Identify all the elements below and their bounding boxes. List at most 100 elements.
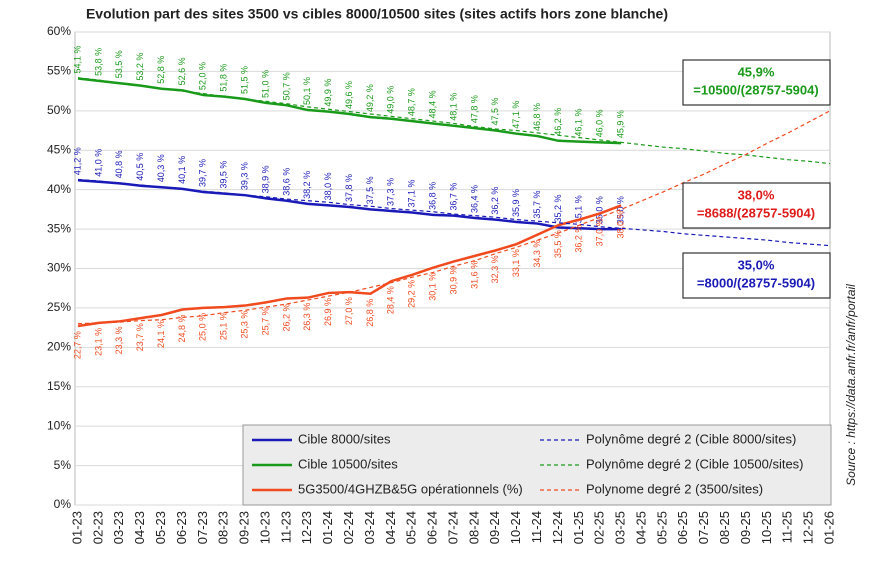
- x-tick-label: 05-23: [153, 511, 168, 544]
- y-tick-label: 25%: [47, 300, 71, 314]
- legend-label: Cible 10500/sites: [298, 456, 398, 471]
- legend-label: Polynôme degré 2 (Cible 10500/sites): [586, 456, 804, 471]
- x-tick-label: 10-24: [508, 511, 523, 544]
- y-tick-label: 15%: [47, 379, 71, 393]
- data-label: 22,7 %: [72, 331, 82, 359]
- data-label: 24,8 %: [177, 314, 187, 342]
- legend-label: 5G3500/4GHZB&5G opérationnels (%): [298, 481, 523, 496]
- data-label: 36,2 %: [490, 187, 500, 215]
- annotation-text: =8000/(28757-5904): [697, 275, 815, 290]
- legend-box: [242, 424, 832, 506]
- x-tick-label: 10-25: [759, 511, 774, 544]
- data-label: 23,3 %: [114, 326, 124, 354]
- data-label: 40,1 %: [177, 156, 187, 184]
- y-tick-label: 60%: [47, 24, 71, 38]
- data-label: 48,7 %: [407, 88, 417, 116]
- y-tick-label: 5%: [54, 458, 72, 472]
- x-tick-label: 04-23: [132, 511, 147, 544]
- data-label: 51,8 %: [219, 64, 229, 92]
- y-tick-label: 35%: [47, 221, 71, 235]
- data-label: 35,5 %: [553, 230, 563, 258]
- trend-line: [77, 77, 831, 165]
- annotation-text: 45,9%: [738, 64, 775, 79]
- data-label: 26,9 %: [323, 298, 333, 326]
- x-tick-label: 12-24: [550, 511, 565, 544]
- data-label: 37,3 %: [386, 178, 396, 206]
- data-label: 24,1 %: [156, 320, 166, 348]
- y-tick-label: 0%: [54, 497, 72, 511]
- y-tick-label: 10%: [47, 418, 71, 432]
- x-tick-label: 12-23: [299, 511, 314, 544]
- data-label: 40,5 %: [135, 153, 145, 181]
- data-label: 53,2 %: [135, 53, 145, 81]
- data-label: 31,6 %: [469, 261, 479, 289]
- x-tick-label: 02-25: [592, 511, 607, 544]
- data-label: 28,4 %: [386, 286, 396, 314]
- x-tick-label: 11-25: [780, 511, 795, 543]
- x-tick-label: 08-23: [216, 511, 231, 544]
- data-label: 46,2 %: [553, 108, 563, 136]
- x-tick-label: 06-24: [425, 511, 440, 544]
- x-tick-label: 07-25: [696, 511, 711, 544]
- y-tick-label: 50%: [47, 103, 71, 117]
- data-label: 37,5 %: [365, 176, 375, 204]
- data-label: 23,7 %: [135, 323, 145, 351]
- data-label: 54,1 %: [72, 45, 82, 73]
- data-label: 36,7 %: [448, 183, 458, 211]
- legend-label: Polynôme degré 2 (Cible 8000/sites): [586, 431, 796, 446]
- x-tick-label: 02-23: [90, 511, 105, 544]
- data-label: 51,5 %: [239, 66, 249, 94]
- data-label: 41,0 %: [93, 149, 103, 177]
- data-label: 38,2 %: [302, 171, 312, 199]
- data-label: 35,7 %: [532, 191, 542, 219]
- data-label: 26,2 %: [281, 303, 291, 331]
- x-tick-label: 07-23: [195, 511, 210, 544]
- legend-label: Polynome degré 2 (3500/sites): [586, 481, 763, 496]
- y-tick-label: 40%: [47, 182, 71, 196]
- x-tick-label: 10-23: [257, 511, 272, 544]
- x-tick-label: 03-24: [362, 511, 377, 544]
- annotation-text: =8688/(28757-5904): [697, 205, 815, 220]
- data-label: 53,8 %: [93, 48, 103, 76]
- x-tick-label: 09-24: [487, 511, 502, 544]
- annotation-text: 38,0%: [738, 187, 775, 202]
- data-label: 36,2 %: [574, 225, 584, 253]
- annotation-box: [682, 59, 831, 106]
- y-tick-label: 55%: [47, 64, 71, 78]
- data-label: 25,1 %: [219, 312, 229, 340]
- data-label: 47,1 %: [511, 101, 521, 129]
- x-tick-label: 08-24: [466, 511, 481, 544]
- data-label: 49,2 %: [365, 84, 375, 112]
- y-tick-label: 20%: [47, 340, 71, 354]
- data-label: 34,3 %: [532, 240, 542, 268]
- data-label: 27,0 %: [344, 297, 354, 325]
- annotation-text: =10500/(28757-5904): [693, 82, 818, 97]
- data-label: 35,0 %: [615, 196, 625, 224]
- data-label: 45,9 %: [615, 110, 625, 138]
- data-label: 35,1 %: [574, 195, 584, 223]
- y-tick-label: 30%: [47, 261, 71, 275]
- data-label: 52,8 %: [156, 56, 166, 84]
- data-label: 37,1 %: [407, 179, 417, 207]
- data-label: 40,3 %: [156, 154, 166, 182]
- data-label: 48,1 %: [448, 93, 458, 121]
- data-label: 52,0 %: [198, 62, 208, 90]
- data-label: 47,5 %: [490, 98, 500, 126]
- data-label: 38,9 %: [260, 165, 270, 193]
- data-label: 25,0 %: [198, 313, 208, 341]
- data-label: 51,0 %: [260, 70, 270, 98]
- data-label: 25,3 %: [239, 311, 249, 339]
- x-tick-label: 12-25: [801, 511, 816, 544]
- data-label: 50,7 %: [281, 72, 291, 100]
- data-label: 49,9 %: [323, 79, 333, 107]
- annotation-text: 35,0%: [738, 257, 775, 272]
- data-label: 53,5 %: [114, 50, 124, 78]
- data-label: 52,6 %: [177, 57, 187, 85]
- x-tick-label: 01-26: [821, 511, 836, 544]
- x-tick-label: 05-24: [404, 511, 419, 544]
- data-label: 46,1 %: [574, 109, 584, 137]
- trend-line: [77, 110, 831, 325]
- series-line: [77, 178, 622, 231]
- x-tick-label: 01-25: [571, 511, 586, 544]
